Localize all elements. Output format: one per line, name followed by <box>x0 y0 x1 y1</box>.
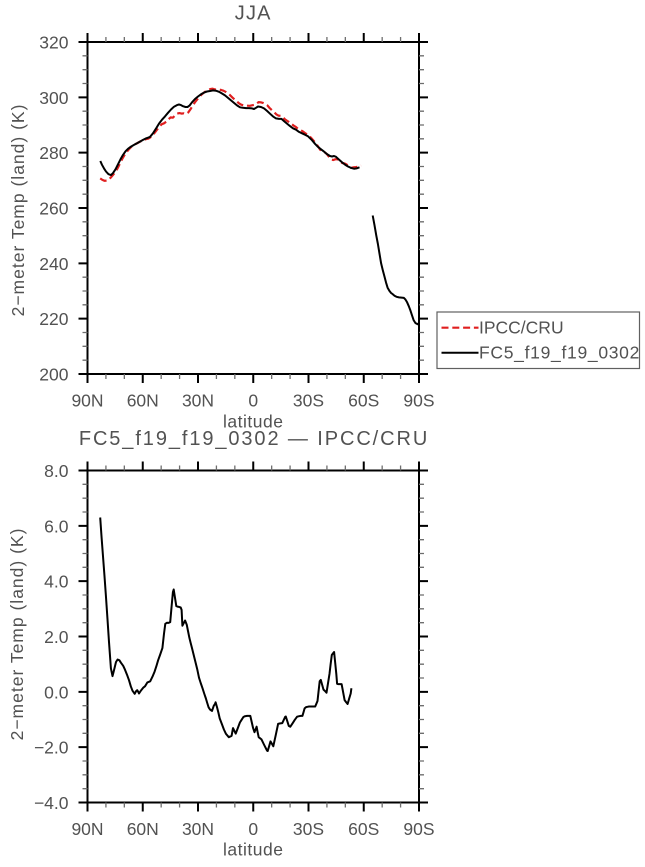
svg-text:90S: 90S <box>403 391 434 411</box>
svg-text:60N: 60N <box>127 819 159 839</box>
svg-text:FC5_f19_f19_0302 — IPCC/CRU: FC5_f19_f19_0302 — IPCC/CRU <box>79 428 429 450</box>
svg-text:30N: 30N <box>182 391 214 411</box>
svg-text:8.0: 8.0 <box>44 461 69 481</box>
svg-text:220: 220 <box>39 309 68 329</box>
svg-text:60S: 60S <box>348 391 379 411</box>
svg-text:IPCC/CRU: IPCC/CRU <box>479 318 564 338</box>
svg-text:−2.0: −2.0 <box>34 738 69 758</box>
svg-text:4.0: 4.0 <box>44 572 69 592</box>
svg-text:30S: 30S <box>293 819 324 839</box>
svg-text:240: 240 <box>39 254 68 274</box>
svg-text:2.0: 2.0 <box>44 627 69 647</box>
svg-text:2−meter Temp (land) (K): 2−meter Temp (land) (K) <box>8 104 28 317</box>
svg-text:6.0: 6.0 <box>44 516 69 536</box>
svg-text:0.0: 0.0 <box>44 682 69 702</box>
svg-text:0: 0 <box>248 391 258 411</box>
svg-text:200: 200 <box>39 365 68 385</box>
svg-text:latitude: latitude <box>223 412 283 432</box>
svg-text:latitude: latitude <box>223 840 283 860</box>
svg-text:300: 300 <box>39 88 68 108</box>
svg-text:2−meter Temp (land) (K): 2−meter Temp (land) (K) <box>7 528 27 741</box>
svg-text:30N: 30N <box>182 819 214 839</box>
svg-text:FC5_f19_f19_0302: FC5_f19_f19_0302 <box>479 343 640 364</box>
svg-text:320: 320 <box>39 33 68 53</box>
svg-text:90S: 90S <box>403 819 434 839</box>
svg-text:60S: 60S <box>348 819 379 839</box>
svg-text:260: 260 <box>39 199 68 219</box>
svg-text:0: 0 <box>248 819 258 839</box>
svg-text:90N: 90N <box>71 819 103 839</box>
svg-text:30S: 30S <box>293 391 324 411</box>
svg-text:−4.0: −4.0 <box>34 793 69 813</box>
svg-text:90N: 90N <box>71 391 103 411</box>
svg-text:JJA: JJA <box>235 3 272 25</box>
svg-text:60N: 60N <box>127 391 159 411</box>
svg-text:280: 280 <box>39 143 68 163</box>
